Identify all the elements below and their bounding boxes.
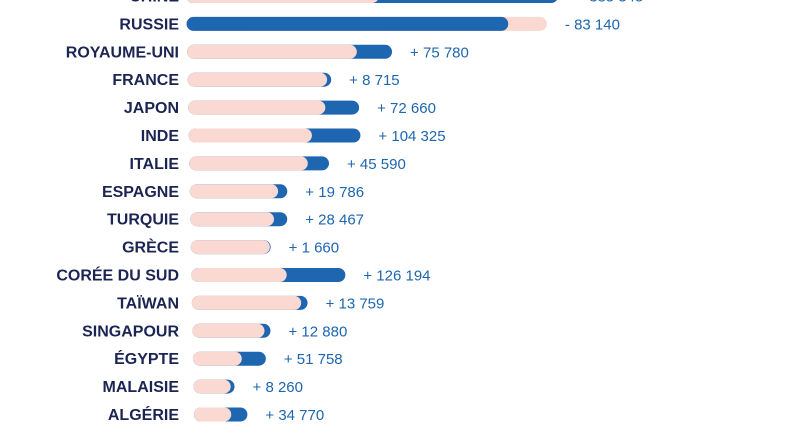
- base-bar: [190, 212, 274, 227]
- category-label: ÉGYPTE: [114, 349, 179, 368]
- chart-row: MALAISIE + 8 260: [103, 379, 303, 396]
- value-label: + 34 770: [265, 407, 324, 424]
- base-bar: [188, 128, 312, 143]
- value-label: + 8 715: [349, 72, 399, 89]
- base-bar: [187, 72, 328, 87]
- value-label: + 385 345: [576, 0, 643, 6]
- chart-row: INDE + 104 325: [141, 128, 446, 145]
- base-bar: [189, 156, 308, 171]
- chart-row: ESPAGNE + 19 786: [102, 184, 364, 201]
- value-label: + 12 880: [288, 323, 347, 340]
- chart-row: FRANCE + 8 715: [112, 72, 399, 89]
- chart-row: RUSSIE - 83 140: [119, 16, 620, 33]
- value-label: + 72 660: [377, 100, 436, 117]
- category-label: INDE: [141, 128, 180, 145]
- value-label: + 104 325: [378, 128, 445, 145]
- value-label: + 1 660: [289, 240, 339, 257]
- value-label: + 126 194: [363, 268, 430, 285]
- chart-row: CHINE + 385 345: [129, 0, 643, 6]
- category-label: GRÈCE: [122, 238, 179, 257]
- base-bar: [192, 351, 242, 366]
- chart-row: ALGÉRIE + 34 770: [108, 405, 324, 424]
- base-bar: [188, 100, 326, 115]
- value-label: + 13 759: [326, 295, 385, 312]
- chart-row: TURQUIE + 28 467: [107, 212, 364, 229]
- category-label: MALAISIE: [103, 379, 180, 396]
- category-label: SINGAPOUR: [82, 323, 179, 340]
- category-label: FRANCE: [112, 72, 179, 89]
- category-label: ALGÉRIE: [108, 405, 179, 424]
- base-bar: [190, 240, 270, 255]
- value-label: + 8 260: [253, 379, 303, 396]
- chart-row: ROYAUME-UNI + 75 780: [66, 44, 469, 61]
- category-label: CHINE: [129, 0, 179, 6]
- value-label: + 28 467: [305, 212, 364, 229]
- chart-rows: CHINE + 385 345 RUSSIE - 83 140 ROYAUME-UNI +…: [56, 0, 643, 424]
- base-bar: [187, 0, 378, 3]
- base-bar: [192, 323, 265, 338]
- value-label: + 45 590: [347, 156, 406, 173]
- chart-row: ÉGYPTE + 51 758: [114, 349, 343, 368]
- chart-row: TAÏWAN + 13 759: [117, 294, 384, 312]
- base-bar: [191, 268, 287, 282]
- base-bar: [193, 379, 231, 394]
- chart-row: ITALIE + 45 590: [130, 156, 406, 173]
- value-label: + 19 786: [305, 184, 364, 201]
- chart-row: CORÉE DU SUD + 126 194: [56, 266, 430, 285]
- base-bar: [187, 44, 357, 59]
- chart-row: SINGAPOUR + 12 880: [82, 323, 347, 340]
- category-label: TURQUIE: [107, 212, 179, 229]
- base-bar: [194, 407, 232, 422]
- base-bar: [189, 184, 279, 199]
- change-bar: [186, 16, 509, 31]
- chart-row: GRÈCE + 1 660: [122, 238, 339, 257]
- value-label: - 83 140: [565, 16, 620, 33]
- base-bar: [191, 295, 302, 310]
- value-label: + 51 758: [284, 351, 343, 368]
- category-label: TAÏWAN: [117, 294, 179, 312]
- value-label: + 75 780: [410, 44, 469, 61]
- category-label: ITALIE: [130, 156, 180, 173]
- category-label: JAPON: [124, 100, 179, 117]
- category-label: ESPAGNE: [102, 184, 179, 201]
- chart-row: JAPON + 72 660: [124, 100, 436, 117]
- category-label: ROYAUME-UNI: [66, 44, 179, 61]
- category-label: RUSSIE: [119, 16, 179, 33]
- category-label: CORÉE DU SUD: [56, 266, 179, 285]
